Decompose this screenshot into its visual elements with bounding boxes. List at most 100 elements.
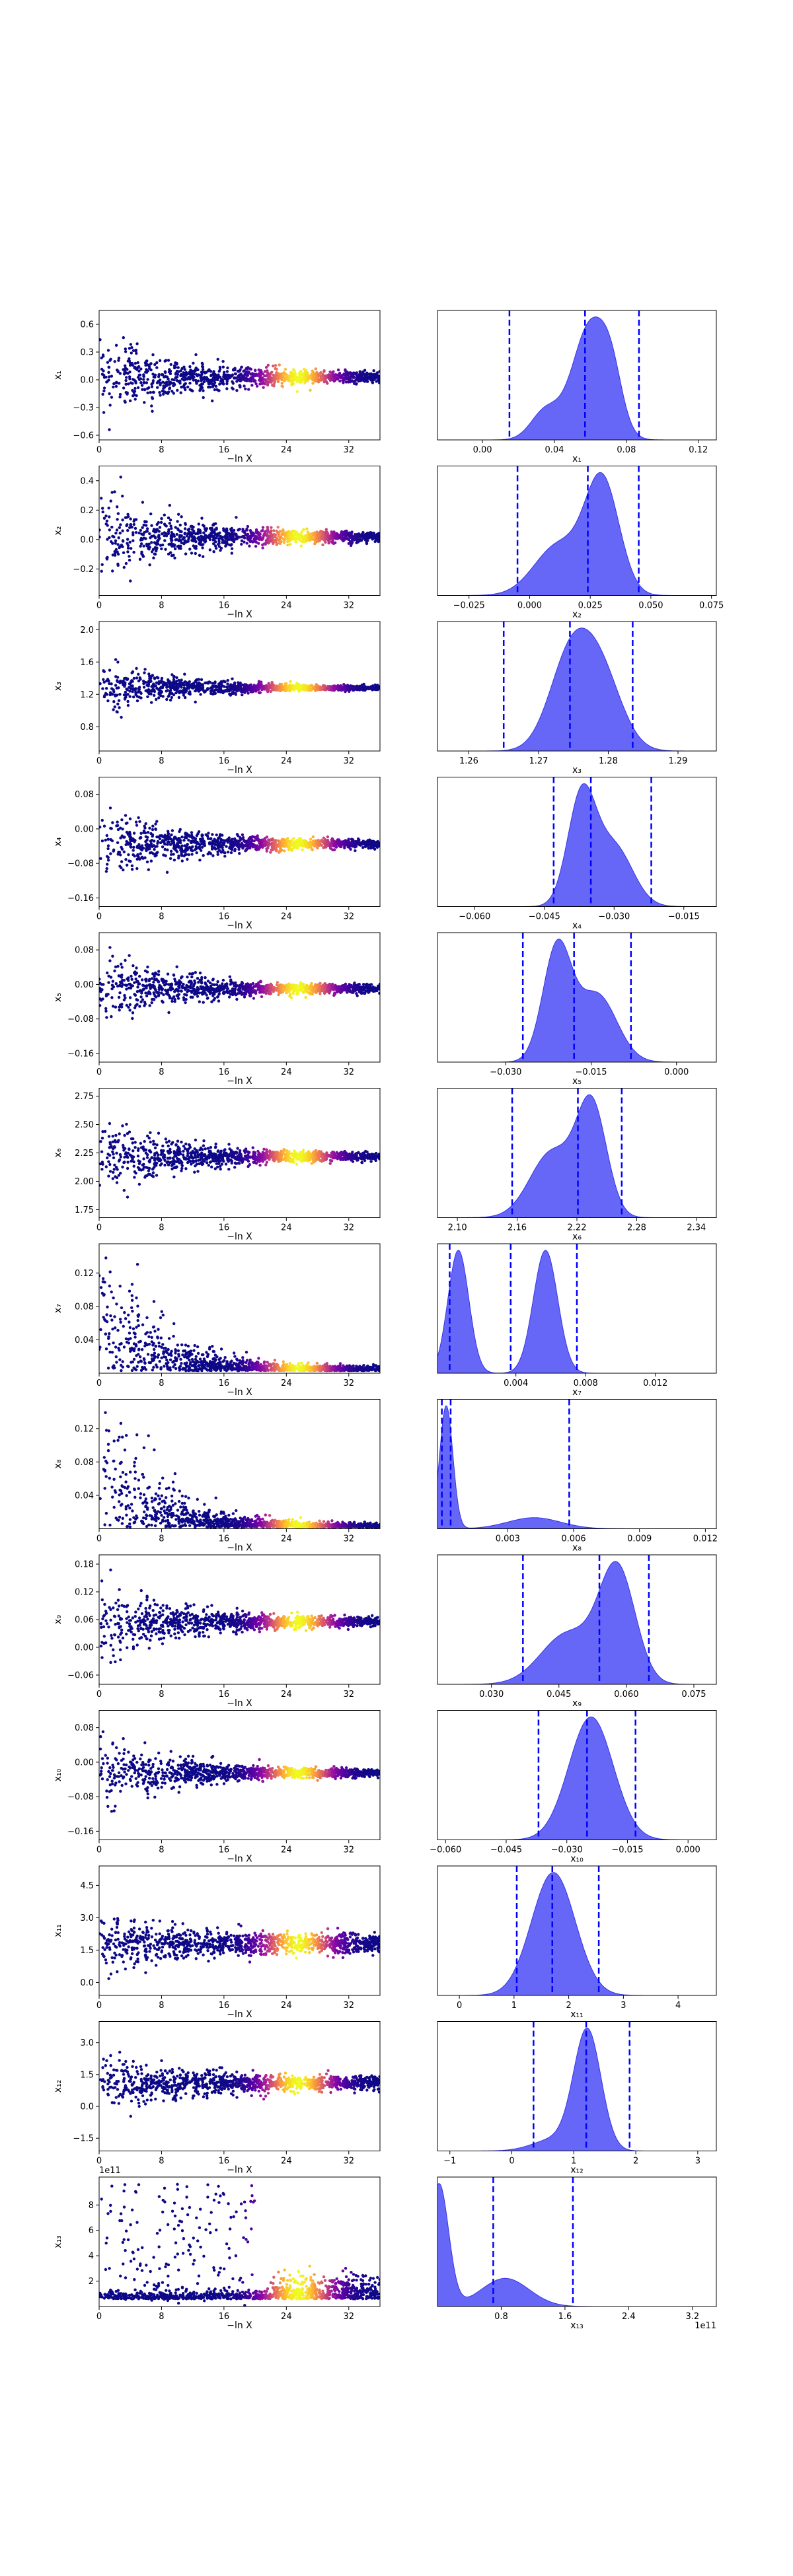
sample-point [217, 686, 221, 690]
sample-point [246, 524, 250, 528]
sample-point [246, 532, 250, 536]
sample-point [110, 491, 114, 494]
sample-point [144, 537, 147, 540]
trace-points [99, 946, 380, 1020]
sample-point [163, 539, 167, 542]
sample-point [216, 980, 219, 984]
sample-point [201, 546, 204, 550]
sample-point [188, 680, 191, 684]
sample-point [184, 696, 187, 699]
y-tick-label: 0.6 [80, 320, 94, 330]
sample-point [278, 363, 281, 367]
sample-point [223, 371, 226, 374]
sample-point [108, 536, 111, 540]
sample-point [164, 548, 167, 551]
sample-point [265, 836, 269, 839]
sample-point [211, 682, 214, 685]
sample-point [128, 996, 132, 999]
sample-point [372, 840, 375, 843]
sample-point [157, 688, 160, 692]
sample-point [162, 384, 165, 388]
sample-point [194, 353, 198, 357]
sample-point [145, 371, 149, 374]
sample-point [169, 684, 172, 687]
sample-point [151, 833, 155, 837]
x-tick-label: 1.26 [459, 756, 478, 766]
sample-point [139, 538, 143, 542]
sample-point [345, 529, 348, 533]
sample-point [149, 676, 153, 680]
sample-point [121, 529, 124, 532]
sample-point [305, 527, 309, 530]
sample-point [145, 684, 149, 687]
trace-panel: 0 8 16 24 320.080.00−0.08−0.16−ln Xx₅ [53, 932, 381, 1087]
sample-point [244, 387, 247, 390]
sample-point [169, 524, 172, 528]
sample-point [180, 534, 183, 538]
sample-point [196, 840, 199, 844]
sample-point [221, 843, 225, 846]
sample-point [328, 375, 332, 379]
sample-point [150, 541, 153, 544]
sample-point [371, 686, 374, 690]
sample-point [305, 843, 309, 847]
sample-point [108, 515, 111, 519]
sample-point [184, 552, 188, 555]
sample-point [237, 681, 240, 684]
sample-point [126, 831, 130, 835]
sample-point [109, 499, 112, 503]
sample-point [117, 356, 121, 360]
sample-point [337, 374, 340, 378]
sample-point [202, 389, 205, 392]
sample-point [141, 846, 145, 850]
sample-point [141, 526, 144, 529]
sample-point [205, 527, 208, 530]
sample-point [167, 370, 171, 374]
sample-point [216, 357, 219, 361]
x-tick-label: 32 [344, 912, 355, 922]
sample-point [130, 363, 134, 367]
sample-point [184, 388, 187, 392]
sample-point [267, 843, 270, 847]
sample-point [224, 544, 227, 548]
sample-point [269, 371, 273, 375]
sample-point [165, 534, 169, 538]
y-tick-label: 0.8 [80, 723, 94, 733]
sample-point [213, 532, 217, 535]
sample-point [314, 377, 317, 381]
sample-point [276, 839, 280, 843]
sample-point [150, 382, 153, 386]
trace-points [99, 336, 380, 431]
sample-point [334, 536, 337, 540]
y-tick-label: 0.2 [80, 506, 94, 516]
sample-point [168, 368, 171, 371]
sample-point [330, 372, 333, 376]
sample-point [371, 381, 375, 384]
sample-point [175, 532, 178, 536]
y-tick-label: 0.3 [80, 348, 94, 358]
sample-point [241, 847, 245, 850]
sample-point [99, 682, 102, 686]
sample-point [309, 533, 313, 536]
sample-point [243, 540, 246, 544]
sample-point [277, 538, 280, 542]
sample-point [371, 684, 375, 688]
sample-point [375, 538, 378, 542]
sample-point [115, 528, 119, 532]
sample-point [130, 679, 133, 682]
sample-point [358, 370, 361, 373]
sample-point [133, 840, 136, 843]
sample-point [267, 530, 270, 534]
sample-point [287, 378, 290, 382]
sample-point [154, 822, 157, 826]
sample-point [104, 838, 107, 842]
sample-point [321, 532, 324, 536]
sample-point [102, 669, 105, 673]
sample-point [221, 691, 225, 695]
sample-point [115, 824, 118, 828]
sample-point [198, 1000, 201, 1003]
sample-point [297, 378, 300, 382]
sample-point [116, 512, 120, 515]
sample-point [233, 837, 237, 841]
